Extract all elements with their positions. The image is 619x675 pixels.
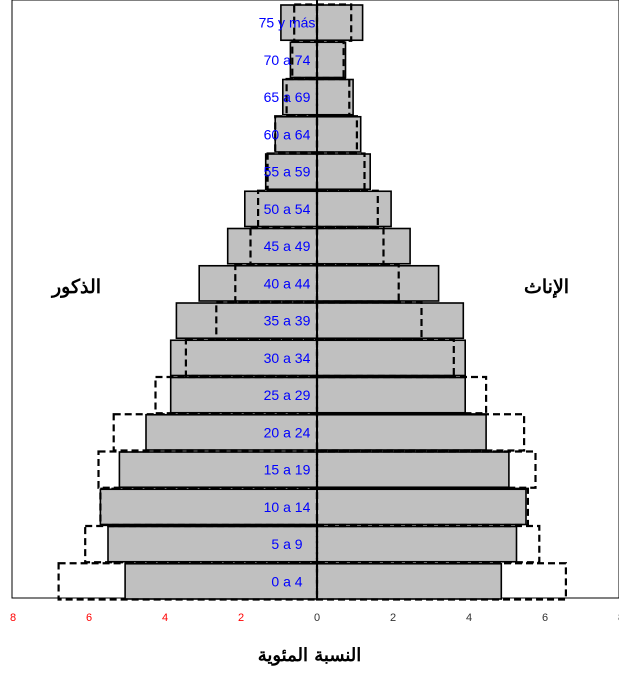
category-label: 15 a 19 <box>264 462 311 478</box>
bar-right-35-a-39 <box>316 302 465 340</box>
category-label: 0 a 4 <box>271 573 302 589</box>
category-label: 55 a 59 <box>264 164 311 180</box>
outline-right-35-a-39 <box>315 301 423 340</box>
x-tick-label: 6 <box>86 612 92 624</box>
category-label: 5 a 9 <box>271 536 302 552</box>
outline-right-40-a-44 <box>315 264 400 303</box>
category-label: 25 a 29 <box>264 387 311 403</box>
outline-right-15-a-19 <box>315 450 537 489</box>
bar-right-60-a-64 <box>316 115 362 153</box>
bar-left-0-a-4 <box>124 562 318 600</box>
bar-right-65-a-69 <box>316 78 354 116</box>
category-label: 20 a 24 <box>264 424 311 440</box>
x-tick-label: 2 <box>238 612 244 624</box>
bar-left-75-y-más <box>280 4 318 42</box>
bar-right-10-a-14 <box>316 488 527 526</box>
outline-right-25-a-29 <box>315 375 488 415</box>
bar-right-40-a-44 <box>316 264 440 302</box>
category-label: 35 a 39 <box>264 313 311 329</box>
bar-right-20-a-24 <box>316 413 487 451</box>
x-tick-label: 0 <box>314 612 320 624</box>
outline-left-75-y-más <box>293 3 319 42</box>
category-label: 10 a 14 <box>264 499 311 515</box>
category-label: 60 a 64 <box>264 126 311 142</box>
x-tick-label: 4 <box>162 612 168 624</box>
bar-right-30-a-34 <box>316 339 466 377</box>
category-label: 70 a 74 <box>264 52 311 68</box>
bar-right-5-a-9 <box>316 525 518 563</box>
female-label: الإناث <box>524 276 570 298</box>
category-label: 45 a 49 <box>264 238 311 254</box>
male-label: الذكور <box>52 276 102 298</box>
bar-left-5-a-9 <box>107 525 318 563</box>
age-group-labels: 0 a 4 5 a 9 10 a 14 15 a 19 20 a 24 25 a 29 30… <box>259 15 316 590</box>
bar-right-50-a-54 <box>316 190 392 228</box>
outline-right-50-a-54 <box>315 189 379 229</box>
bar-right-75-y-más <box>316 4 364 42</box>
x-tick-label: 4 <box>466 612 472 624</box>
bar-right-55-a-59 <box>316 153 372 191</box>
outline-left-45-a-49 <box>249 226 319 266</box>
category-label: 65 a 69 <box>264 89 311 105</box>
bar-right-0-a-4 <box>316 562 503 600</box>
x-tick-label: 6 <box>542 612 548 624</box>
category-label: 75 y más <box>259 15 316 31</box>
x-axis-title: النسبة المئوية <box>257 645 362 666</box>
x-tick-label: 8 <box>618 612 619 624</box>
category-label: 40 a 44 <box>264 275 311 291</box>
outline-right-65-a-69 <box>315 77 351 117</box>
x-tick-label: 8 <box>10 612 16 624</box>
bar-right-25-a-29 <box>316 376 466 414</box>
gray-bars <box>99 4 527 600</box>
bar-left-45-a-49 <box>226 227 318 265</box>
bar-left-35-a-39 <box>175 302 318 340</box>
x-tick-labels: 8 6 4 2 0 2 4 6 8 <box>10 612 619 624</box>
category-label: 30 a 34 <box>264 350 311 366</box>
bar-left-15-a-19 <box>118 451 318 489</box>
bar-right-15-a-19 <box>316 451 510 489</box>
bar-right-45-a-49 <box>316 227 411 265</box>
bar-right-70-a-74 <box>316 41 347 79</box>
x-tick-label: 2 <box>390 612 396 624</box>
category-label: 50 a 54 <box>264 201 311 217</box>
